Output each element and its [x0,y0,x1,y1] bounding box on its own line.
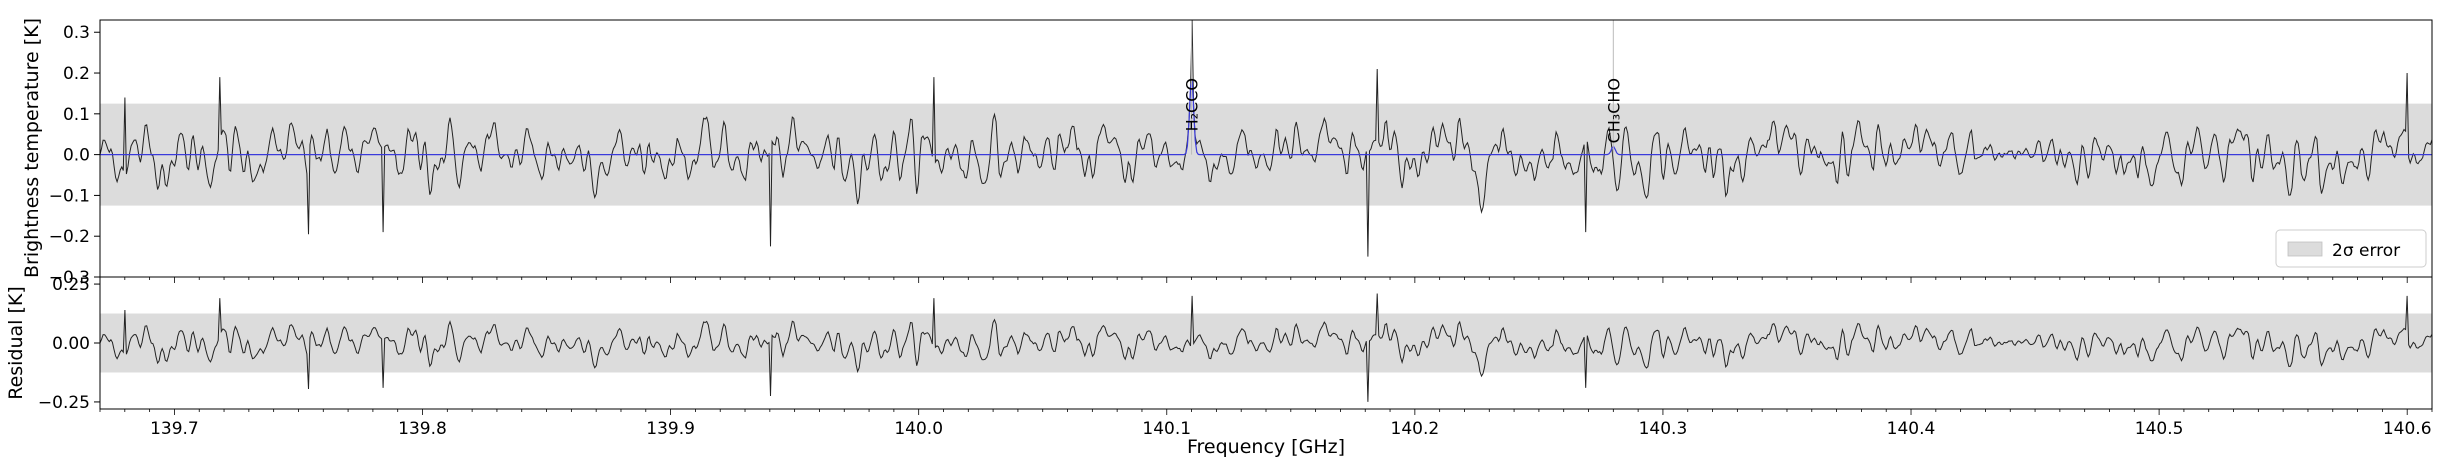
residual-frame [99,276,2433,410]
y-tick-label: −0.1 [49,186,90,206]
residual-line [99,293,2433,402]
line-id-markers: H₂CCO CH₃CHO [1183,20,1623,155]
line-id-label: H₂CCO [1183,78,1202,131]
legend: 2σ error [2275,229,2427,268]
x-tick-label: 140.2 [1391,419,1440,439]
legend-frame [2275,229,2427,268]
residual-y-ticks: −0.25 0.00 0.25 [38,275,100,413]
x-axis-label: Frequency [GHz] [1187,436,1345,458]
x-tick-label: 140.0 [894,419,943,439]
spectrum-model-line [100,79,2432,156]
x-tick-label: 140.3 [1639,419,1688,439]
y-tick-label: 0.1 [63,105,90,125]
y-tick-label: 0.25 [52,275,90,295]
x-tick-label: 140.4 [1887,419,1936,439]
spectrum-y-axis-label: Brightness temperature [K] [21,18,43,278]
spectrum-y-ticks: −0.3 −0.2 −0.1 0.0 0.1 0.2 0.3 [49,23,100,288]
spectrum-panel: H₂CCO CH₃CHO −0.3 −0.2 −0.1 0.0 0.1 0.2 0.3 Bri… [21,18,2433,288]
residual-panel: −0.250.000.25 139.7 139.8 139.9 140.0 140.1 1… [5,275,2433,458]
spectrum-observed-line [99,19,2433,257]
y-tick-label: 0.00 [52,334,90,354]
x-tick-label: 139.8 [398,419,447,439]
residual-x-ticks: 139.7 139.8 139.9 140.0 140.1 140.2 140.3 140.4… [99,409,2433,439]
y-tick-label: −0.3 [49,268,90,288]
spectrum-x-ticks [99,277,2433,283]
y-tick-label: 0.3 [63,23,90,43]
y-tick-label: 0.0 [63,146,90,166]
y-tick-label: 0.2 [63,64,90,84]
y-tick-label: −0.25 [38,393,90,413]
x-tick-label: 139.7 [150,419,199,439]
x-tick-label: 140.1 [1142,419,1191,439]
y-tick-label: −0.2 [49,227,90,247]
line-id-label: CH₃CHO [1604,78,1623,143]
legend-swatch [2287,241,2323,257]
residual-error-band [100,313,2432,373]
x-tick-label: 140.6 [2383,419,2432,439]
x-tick-label: 139.9 [646,419,695,439]
residual-y-axis-label: Residual [K] [5,286,27,400]
x-tick-label: 140.5 [2135,419,2184,439]
legend-label: 2σ error [2332,241,2400,261]
